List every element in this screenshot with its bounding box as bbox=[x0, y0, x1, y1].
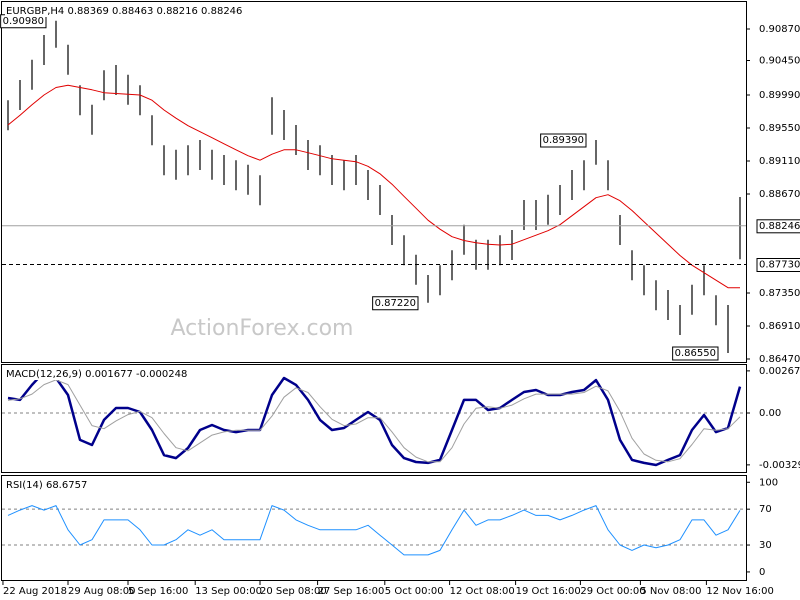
price-level-label: 0.87730 bbox=[759, 260, 800, 271]
macd-panel bbox=[1, 364, 747, 473]
indicator-line bbox=[7, 379, 741, 463]
y-tick-label: 30 bbox=[759, 540, 772, 551]
panel-title: RSI(14) 68.6757 bbox=[6, 480, 87, 491]
panel-title-bg bbox=[5, 6, 244, 17]
indicator-line bbox=[7, 505, 741, 556]
x-tick-label: 12 Nov 16:00 bbox=[706, 586, 773, 597]
y-tick-label: 0.89110 bbox=[759, 156, 800, 167]
x-tick-label: 19 Oct 16:00 bbox=[516, 586, 581, 597]
annotation: 0.86550 bbox=[675, 348, 716, 359]
annotation-box bbox=[372, 296, 419, 311]
x-tick-label: 29 Aug 08:00 bbox=[68, 586, 135, 597]
y-tick-label: 0.002673 bbox=[759, 366, 800, 377]
x-tick-label: 5 Sep 16:00 bbox=[128, 586, 188, 597]
annotation: 0.90980 bbox=[3, 16, 44, 27]
panel-title-bg bbox=[5, 480, 89, 491]
price-level-label-box bbox=[756, 219, 800, 234]
x-tick-label: 22 Aug 2018 bbox=[3, 586, 67, 597]
y-tick-label: 0.86470 bbox=[759, 354, 800, 365]
y-tick-label: 0.89990 bbox=[759, 90, 800, 101]
moving-average bbox=[7, 84, 740, 289]
y-tick-label: -0.003293 bbox=[759, 460, 800, 471]
y-tick-label: 0.86910 bbox=[759, 321, 800, 332]
panel-title: EURGBP,H4 0.88369 0.88463 0.88216 0.8824… bbox=[6, 6, 242, 17]
indicator-line bbox=[7, 370, 742, 467]
annotation-box bbox=[540, 133, 587, 148]
x-tick-label: 27 Sep 16:00 bbox=[318, 586, 385, 597]
y-tick-label: 0.88670 bbox=[759, 189, 800, 200]
price-level-label-box bbox=[756, 258, 800, 272]
y-tick-label: 0.90870 bbox=[759, 24, 800, 35]
price-level-label: 0.88246 bbox=[759, 221, 800, 232]
y-tick-label: 0.89550 bbox=[759, 123, 800, 134]
y-tick-label: 0.87350 bbox=[759, 288, 800, 299]
x-tick-label: 12 Oct 08:00 bbox=[450, 586, 515, 597]
x-tick-label: 13 Sep 00:00 bbox=[195, 586, 262, 597]
annotation: 0.87220 bbox=[375, 298, 416, 309]
annotation-box bbox=[672, 346, 719, 361]
panel-title: MACD(12,26,9) 0.001677 -0.000248 bbox=[6, 369, 187, 380]
y-tick-label: 0 bbox=[759, 567, 765, 578]
y-tick-label: 70 bbox=[759, 504, 772, 515]
y-tick-label: 0.90450 bbox=[759, 56, 800, 67]
x-tick-label: 20 Sep 08:00 bbox=[260, 586, 327, 597]
rsi-panel bbox=[1, 475, 747, 581]
watermark: ActionForex.com bbox=[171, 316, 354, 341]
y-tick-label: 0.00 bbox=[759, 408, 781, 419]
x-tick-label: 5 Nov 08:00 bbox=[640, 586, 701, 597]
annotation: 0.89390 bbox=[543, 135, 584, 146]
price-panel bbox=[1, 1, 747, 363]
y-tick-label: 100 bbox=[759, 477, 778, 488]
panel-title-bg bbox=[5, 369, 189, 380]
x-tick-label: 5 Oct 00:00 bbox=[385, 586, 444, 597]
x-tick-label: 29 Oct 00:00 bbox=[580, 586, 645, 597]
